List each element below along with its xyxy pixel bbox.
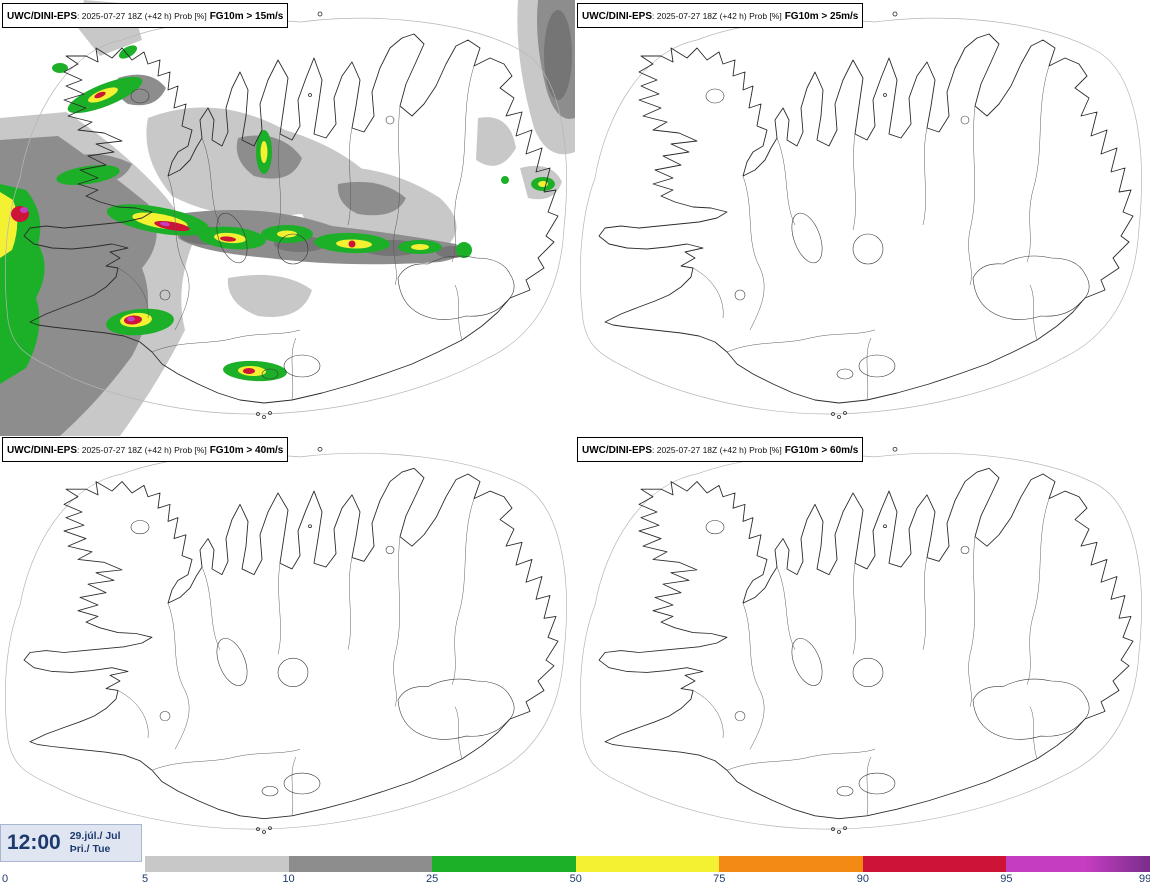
legend-tick: 25: [426, 873, 439, 885]
legend-tick: 5: [141, 873, 149, 885]
model-label: UWC/DINI-EPS: [582, 445, 652, 456]
threshold-label: FG10m > 60m/s: [784, 445, 859, 456]
legend-segment: [145, 856, 289, 872]
panel-title-fg15: UWC/DINI-EPS: 2025-07-27 18Z (+42 h) Pro…: [2, 3, 289, 28]
legend-tick: 75: [713, 873, 726, 885]
legend-tick: 99: [1138, 873, 1150, 885]
legend-ticks: 0 5 10 25 50 75 90 95 99: [0, 873, 1150, 889]
valid-date: 29.júl./ Jul Þri./ Tue: [70, 830, 121, 856]
threshold-label: FG10m > 15m/s: [209, 11, 284, 22]
probability-field: [0, 0, 575, 436]
map-panel-fg60: [575, 436, 1150, 850]
model-label: UWC/DINI-EPS: [582, 11, 652, 22]
model-label: UWC/DINI-EPS: [7, 445, 77, 456]
run-meta: : 2025-07-27 18Z (+42 h) Prob [%]: [652, 11, 782, 21]
threshold-label: FG10m > 40m/s: [209, 445, 284, 456]
map-iceland-fg25: [579, 11, 1143, 419]
map-panel-fg40: [0, 436, 575, 850]
map-iceland-fg60: [579, 446, 1143, 834]
run-meta: : 2025-07-27 18Z (+42 h) Prob [%]: [652, 445, 782, 455]
valid-date-day: Þri./ Tue: [69, 843, 111, 855]
legend-tick: 0: [2, 873, 9, 885]
legend-tick: 10: [282, 873, 295, 885]
threshold-label: FG10m > 25m/s: [784, 11, 859, 22]
legend-segment: [719, 856, 863, 872]
valid-time-box: 12:00 29.júl./ Jul Þri./ Tue: [0, 824, 142, 862]
legend-bar: [145, 856, 1150, 872]
panel-title-fg25: UWC/DINI-EPS: 2025-07-27 18Z (+42 h) Pro…: [577, 3, 864, 28]
legend-segment: [1006, 856, 1150, 872]
legend-segment: [288, 856, 433, 872]
map-iceland-fg40: [4, 446, 568, 834]
map-panel-fg15: [0, 0, 575, 436]
legend-tick: 50: [569, 873, 582, 885]
legend-segment: [862, 856, 1007, 872]
run-meta: : 2025-07-27 18Z (+42 h) Prob [%]: [77, 11, 207, 21]
legend-segment: [432, 856, 576, 872]
map-panel-fg25: [575, 0, 1150, 436]
legend-tick: 95: [1000, 873, 1013, 885]
model-label: UWC/DINI-EPS: [7, 11, 77, 22]
valid-date-month: 29.júl./ Jul: [69, 829, 121, 842]
legend-tick: 90: [856, 873, 869, 885]
legend-segment: [575, 856, 720, 872]
panel-title-fg40: UWC/DINI-EPS: 2025-07-27 18Z (+42 h) Pro…: [2, 437, 289, 462]
map-iceland-fg15: [0, 0, 575, 436]
valid-time: 12:00: [7, 831, 61, 854]
panel-title-fg60: UWC/DINI-EPS: 2025-07-27 18Z (+42 h) Pro…: [577, 437, 864, 462]
run-meta: : 2025-07-27 18Z (+42 h) Prob [%]: [77, 445, 207, 455]
